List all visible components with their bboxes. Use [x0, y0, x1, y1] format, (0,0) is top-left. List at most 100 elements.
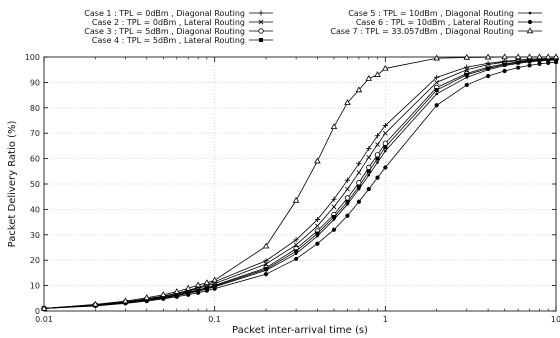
y-tick-label: 20	[30, 256, 40, 265]
legend-entry-7: Case 7 : TPL = 33.057dBm , Diagonal Rout…	[330, 27, 542, 36]
data-point	[345, 199, 350, 204]
chart-legend: Case 1 : TPL = 0dBm , Diagonal RoutingCa…	[84, 9, 542, 45]
data-point	[366, 169, 371, 174]
legend-entry-2: Case 2 : TPL = 0dBm , Lateral Routing	[92, 18, 273, 27]
data-point	[526, 53, 533, 60]
data-point	[434, 88, 439, 93]
data-point	[315, 231, 320, 236]
y-tick-label: 40	[30, 205, 40, 214]
data-point	[344, 99, 351, 105]
data-point	[514, 53, 522, 60]
legend-marker	[258, 10, 264, 16]
series-line-4	[43, 59, 557, 309]
data-point	[366, 145, 372, 152]
data-point	[528, 60, 531, 64]
data-point	[314, 216, 321, 223]
data-point	[161, 296, 166, 301]
data-point	[262, 242, 270, 249]
data-point	[536, 53, 543, 60]
legend-label: Case 2 : TPL = 0dBm , Lateral Routing	[92, 18, 245, 27]
data-point	[315, 241, 320, 246]
data-point	[144, 298, 149, 304]
data-point	[345, 186, 350, 192]
series-2	[41, 56, 559, 311]
data-point	[356, 184, 361, 189]
data-point	[293, 242, 299, 248]
legend-marker	[258, 28, 264, 34]
data-point	[516, 62, 520, 65]
data-point	[366, 186, 371, 192]
data-point	[527, 63, 532, 68]
series-line-2	[43, 58, 557, 309]
data-point	[356, 170, 362, 175]
data-point	[122, 297, 129, 304]
data-point	[376, 161, 379, 164]
data-point	[553, 59, 559, 65]
data-point	[293, 256, 299, 262]
data-point	[356, 161, 362, 167]
data-point	[367, 173, 371, 177]
data-point	[346, 203, 349, 206]
legend-marker	[258, 19, 264, 25]
data-point	[538, 59, 541, 63]
data-point	[315, 223, 320, 229]
data-point	[332, 218, 336, 221]
data-point	[463, 53, 471, 60]
data-point	[383, 165, 388, 170]
chart-grid	[44, 57, 556, 311]
x-tick-label: 0.1	[208, 315, 221, 324]
axis-ticks: 0 10 20 30 40 50 60 70 80 90 100 0.01 0.1 1 10	[25, 53, 560, 324]
data-point	[143, 294, 151, 300]
data-point	[330, 123, 338, 130]
data-point	[263, 272, 269, 277]
data-point	[160, 291, 167, 297]
data-point	[356, 199, 361, 204]
data-point	[331, 204, 337, 210]
chart-series	[40, 53, 560, 312]
data-point	[174, 294, 179, 299]
y-tick-label: 90	[30, 78, 40, 87]
y-axis-label: Packet Delivery Ratio (%)	[7, 121, 18, 248]
y-tick-label: 50	[30, 180, 40, 189]
y-tick-label: 70	[30, 129, 40, 138]
data-point	[465, 76, 469, 79]
data-point	[184, 284, 192, 291]
legend-label: Case 5 : TPL = 10dBm , Diagonal Routing	[348, 9, 514, 18]
data-point	[433, 54, 440, 61]
legend-entry-1: Case 1 : TPL = 0dBm , Diagonal Routing	[84, 9, 273, 18]
y-tick-label: 0	[35, 307, 40, 316]
legend-label: Case 7 : TPL = 33.057dBm , Diagonal Rout…	[330, 27, 514, 36]
data-point	[501, 53, 508, 60]
data-point	[365, 74, 373, 81]
data-point	[464, 64, 470, 70]
data-point	[355, 86, 363, 93]
data-point	[293, 237, 299, 243]
y-tick-label: 60	[30, 155, 40, 164]
data-point	[196, 290, 201, 295]
x-tick-label: 0.01	[35, 315, 53, 324]
data-point	[263, 261, 269, 267]
data-point	[375, 175, 380, 180]
legend-label: Case 3 : TPL = 5dBm , Diagonal Routing	[84, 27, 245, 36]
data-point	[375, 142, 380, 147]
data-point	[331, 227, 337, 232]
data-point	[344, 177, 351, 183]
data-point	[383, 145, 388, 150]
data-point	[486, 68, 490, 71]
data-point	[294, 252, 298, 256]
y-tick-label: 100	[25, 53, 40, 62]
data-point	[374, 133, 381, 139]
data-point	[316, 234, 319, 238]
data-point	[484, 53, 492, 60]
data-point	[464, 72, 469, 77]
y-tick-label: 80	[30, 104, 40, 113]
data-point	[464, 82, 469, 88]
data-point	[434, 103, 439, 108]
data-point	[374, 71, 381, 77]
data-point	[464, 67, 470, 73]
series-6	[41, 59, 559, 311]
series-7	[40, 53, 560, 311]
series-line-1	[43, 57, 557, 309]
data-point	[331, 196, 337, 202]
data-point	[516, 65, 521, 70]
